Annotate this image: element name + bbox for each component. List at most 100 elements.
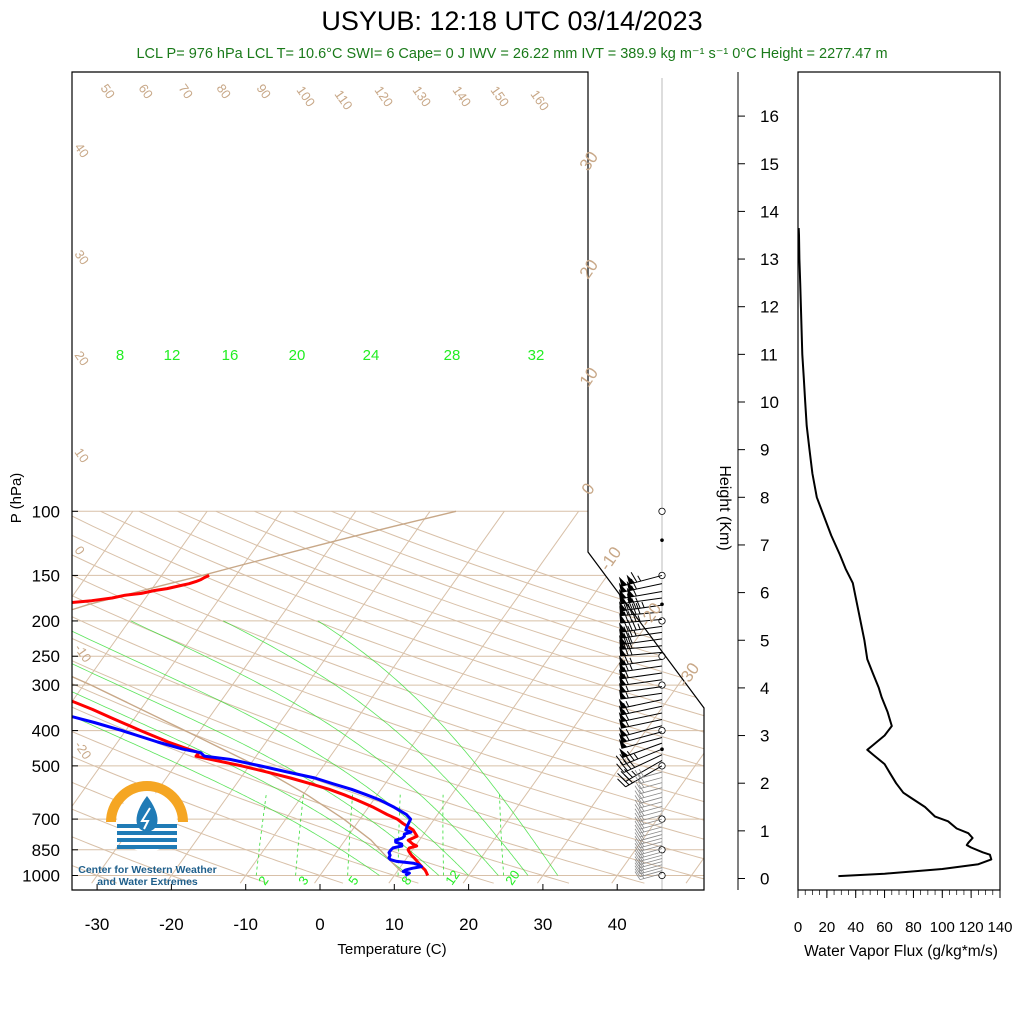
dry-adiabat [72, 510, 704, 884]
wind-barb-light [634, 789, 663, 799]
isotherm-line [685, 511, 704, 884]
barb-feather [627, 637, 633, 649]
barb-shaft [639, 787, 663, 795]
barb-half-feather [637, 575, 642, 582]
wind-barb [618, 737, 663, 749]
wind-barb-light [634, 803, 663, 813]
barb-shaft [639, 782, 663, 790]
barb-shaft [625, 759, 663, 782]
moist-adiabat [72, 620, 469, 876]
barb-feather [638, 798, 645, 808]
wind-barb-light [634, 845, 663, 856]
wind-barb [618, 731, 663, 744]
height-tick-label: 1 [760, 822, 769, 841]
x-tick-label: 0 [315, 915, 324, 934]
barb-shaft [620, 597, 663, 605]
y-tick-label: 400 [32, 722, 60, 741]
barb-feather [634, 856, 641, 865]
isotherm-line [72, 511, 208, 884]
x-tick-label: 10 [385, 915, 404, 934]
barb-shaft [620, 658, 663, 666]
wind-barb-light [634, 864, 663, 875]
barb-shaft [620, 625, 663, 633]
wvf-x-tick-label: 80 [905, 919, 922, 936]
barb-shaft [620, 692, 663, 700]
barb-feather [627, 632, 633, 644]
mixing-ratio-line [295, 794, 304, 876]
barb-half-feather [633, 630, 637, 637]
barb-shaft [620, 590, 663, 600]
isotherm-label: 90 [254, 81, 275, 101]
barb-half-feather [637, 615, 641, 622]
moist-adiabat-label: 12 [164, 347, 181, 364]
barb-flag [619, 675, 627, 686]
barb-feather [638, 838, 645, 847]
wind-barb [619, 689, 663, 700]
wind-barb-light [634, 784, 663, 795]
wind-barb-light [634, 768, 663, 779]
y-tick-label: 200 [32, 612, 60, 631]
barb-flag [618, 711, 627, 722]
barb-feather [638, 842, 645, 851]
isotherm-label: 70 [176, 81, 197, 101]
height-tick-label: 12 [760, 298, 779, 317]
dry-adiabat [72, 510, 704, 884]
barb-shaft [620, 686, 663, 693]
barb-feather [631, 603, 637, 615]
logo-sun-arc [106, 781, 188, 823]
dry-adiabat [100, 510, 704, 884]
left-temp-label: 40 [72, 140, 93, 160]
dry-adiabat [72, 510, 268, 884]
barb-half-feather [631, 770, 637, 776]
height-axis-label: Height (Km) [716, 465, 733, 550]
skew-t-labels: -30 -20 -10 0 10 20 30 40 100 150 200 250 300 400 500 7… [8, 81, 703, 958]
barb-shaft [620, 712, 663, 723]
right-temp-label: 10 [576, 364, 602, 390]
barb-feather [623, 660, 629, 671]
height-tick-label: 11 [760, 345, 778, 364]
y-tick-label: 850 [32, 841, 60, 860]
moist-adiabat-label: 28 [444, 347, 461, 364]
wvf-curve [797, 228, 993, 878]
wind-barb [619, 610, 663, 624]
barb-feather [634, 853, 641, 862]
logo-line-1: Center for Western Weather [78, 864, 217, 876]
barb-feather [630, 572, 638, 583]
cw3e-logo [106, 781, 188, 852]
barb-feather [638, 831, 645, 840]
calm-marker [658, 871, 666, 880]
barb-feather [624, 769, 633, 778]
left-temp-label: -20 [72, 738, 95, 762]
dry-adiabat [72, 510, 645, 884]
moist-adiabat [72, 620, 410, 876]
barb-feather [634, 775, 641, 784]
barb-feather [627, 644, 633, 656]
barb-shaft [621, 737, 663, 749]
logo-caption: Center for Western Weather and Water Ext… [50, 864, 245, 888]
barb-feather [638, 852, 645, 861]
moist-adiabat [72, 620, 380, 876]
height-tick-label: 6 [760, 584, 769, 603]
barb-flag [618, 726, 628, 737]
dry-adiabat [72, 510, 494, 884]
right-temp-label: 20 [576, 256, 602, 282]
barb-feather [638, 823, 645, 833]
barb-flag [618, 718, 627, 729]
height-tick-label: 5 [760, 631, 769, 650]
barb-feather [638, 815, 645, 825]
height-tick-label: 7 [760, 536, 769, 555]
barb-feather [617, 778, 626, 788]
wind-barb [618, 709, 663, 723]
height-tick-label: 9 [760, 441, 769, 460]
x-tick-label: 30 [533, 915, 552, 934]
barb-half-feather [633, 753, 639, 760]
logo-line-2: and Water Extremes [97, 876, 198, 888]
wind-barb [618, 585, 663, 600]
isotherm-label: 160 [528, 87, 553, 113]
wind-barb-light [634, 807, 663, 818]
right-temp-label: 30 [576, 148, 602, 174]
barb-feather [634, 849, 641, 859]
moist-adiabat [72, 620, 440, 876]
barb-feather [638, 848, 645, 858]
